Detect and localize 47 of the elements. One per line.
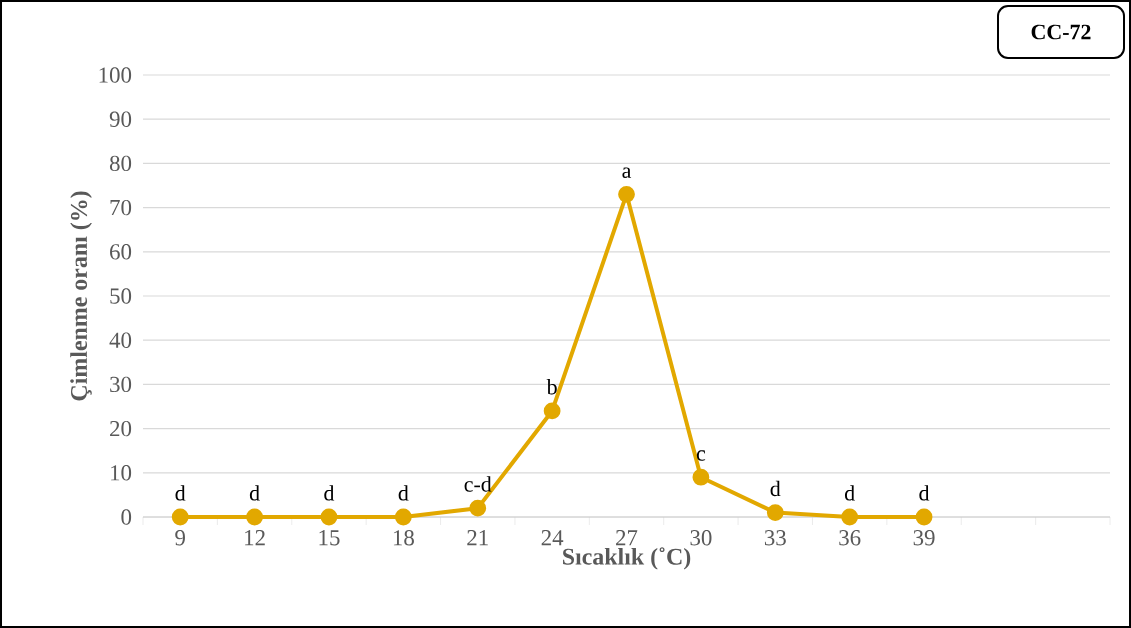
x-tick-label: 39	[913, 530, 935, 546]
y-tick-label: 100	[99, 67, 132, 83]
point	[394, 508, 412, 526]
y-tick-label: 70	[110, 199, 132, 216]
annotation: d	[324, 485, 335, 501]
chart-title: CC-72	[1031, 24, 1091, 40]
x-tick-label: 36	[839, 530, 861, 546]
annotation: a	[622, 167, 632, 178]
x-tick-label: 33	[764, 530, 786, 546]
annotation: d	[844, 485, 855, 501]
x-tick-label: 30	[690, 530, 712, 546]
point	[841, 508, 859, 526]
point	[469, 499, 487, 517]
point	[246, 508, 263, 526]
point	[915, 508, 933, 526]
x-axis-title: Sıcaklık (˚C)	[563, 547, 691, 570]
x-tick-label: 27	[616, 530, 638, 546]
x-tick-label: 24	[541, 530, 564, 546]
x-tick-label: 12	[245, 530, 265, 546]
y-tick-label: 30	[110, 376, 132, 393]
annotation: d	[770, 480, 781, 497]
annotation: c-d	[464, 476, 492, 492]
y-tick-label: 40	[109, 332, 132, 348]
y-tick-label: 0	[121, 509, 132, 525]
annotation: d	[398, 485, 409, 501]
y-tick-label: 90	[109, 111, 132, 127]
x-tick-label: 21	[467, 530, 488, 546]
point	[320, 508, 338, 526]
x-tick-label: 15	[319, 530, 340, 546]
point	[692, 468, 710, 486]
y-tick-label: 60	[110, 244, 132, 260]
point	[543, 402, 561, 420]
y-axis-title: Çimlenme oranı (%)	[70, 191, 92, 401]
point	[766, 504, 784, 521]
annotation: b	[546, 379, 557, 395]
y-tick-label: 50	[110, 288, 132, 304]
x-tick-label: 9	[175, 530, 185, 546]
y-tick-label: 20	[110, 420, 132, 437]
point	[618, 185, 635, 203]
annotation: c	[696, 450, 706, 461]
x-tick-label: 18	[393, 530, 414, 546]
point	[171, 508, 189, 526]
annotation: d	[249, 485, 260, 501]
annotation: d	[175, 485, 186, 501]
annotation: d	[919, 485, 930, 501]
y-tick-label: 80	[109, 155, 132, 172]
y-tick-label: 10	[111, 465, 132, 481]
